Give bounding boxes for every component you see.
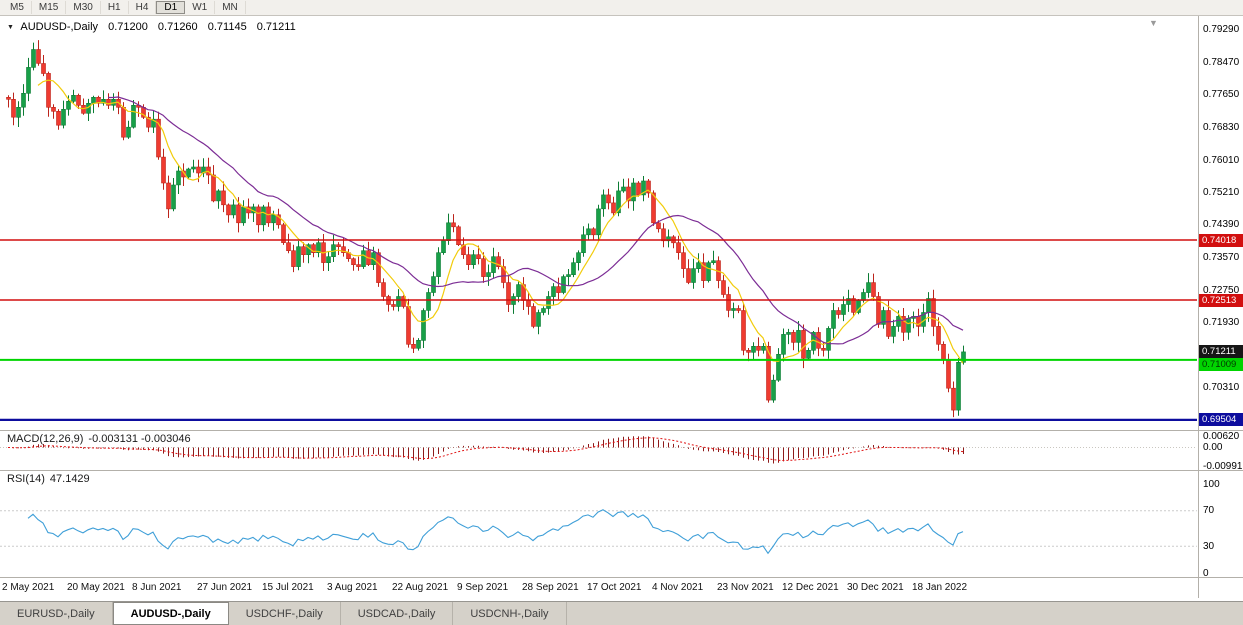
macd-axis-label: -0.00991 <box>1203 460 1243 472</box>
price-axis[interactable]: 0.79290 0.78470 0.77650 0.76830 0.76010 0.752… <box>1199 16 1243 598</box>
chart-tabs-bar: EURUSD-,Daily AUDUSD-,Daily USDCHF-,Daily U… <box>0 601 1243 625</box>
price-level-badge-0.72513: 0.72513 <box>1199 293 1243 307</box>
chart-shift-marker-icon[interactable]: ▼ <box>1149 18 1158 28</box>
timeframe-button-w1[interactable]: W1 <box>185 1 216 14</box>
date-axis-label: 30 Dec 2021 <box>847 582 904 593</box>
date-axis-label: 17 Oct 2021 <box>587 582 642 593</box>
chart-tab-audusd[interactable]: AUDUSD-,Daily <box>112 602 229 625</box>
date-axis-label: 22 Aug 2021 <box>392 582 449 593</box>
price-axis-label: 0.76010 <box>1203 154 1240 166</box>
price-level-badge-0.74018: 0.74018 <box>1199 233 1243 247</box>
ma-fast-line <box>37 79 964 364</box>
symbol-dropdown-icon[interactable]: ▼ <box>7 24 14 31</box>
timeframe-button-m15[interactable]: M15 <box>32 1 67 14</box>
ohlc-close: 0.71211 <box>256 21 296 33</box>
macd-axis-label: 0.00 <box>1203 442 1223 453</box>
ohlc-high: 0.71260 <box>157 21 198 33</box>
date-axis-label: 9 Sep 2021 <box>457 582 509 593</box>
date-axis-label: 28 Sep 2021 <box>522 582 579 593</box>
horizontal-levels-layer[interactable] <box>0 239 1197 421</box>
date-axis-label: 12 Dec 2021 <box>782 582 839 593</box>
price-axis-label: 0.72750 <box>1203 284 1240 296</box>
date-axis-label: 15 Jul 2021 <box>262 582 314 593</box>
rsi-axis-label: 30 <box>1203 540 1215 552</box>
macd-indicator-label: MACD(12,26,9) -0.003131 -0.003046 <box>7 433 196 445</box>
price-axis-label: 0.75210 <box>1203 186 1240 198</box>
rsi-value: 47.1429 <box>49 473 90 485</box>
chart-tab-usdcad[interactable]: USDCAD-,Daily <box>341 602 454 625</box>
ohlc-low: 0.71145 <box>207 21 247 33</box>
rsi-axis-label: 70 <box>1203 505 1215 517</box>
timeframe-button-m30[interactable]: M30 <box>66 1 101 14</box>
chart-title: ▼ AUDUSD-,Daily 0.71200 0.71260 0.71145 … <box>7 21 296 33</box>
price-axis-label: 0.79290 <box>1203 24 1240 35</box>
timeframe-toolbar: M5 M15 M30 H1 H4 D1 W1 MN <box>0 0 1243 16</box>
macd-axis-label: 0.00620 <box>1203 430 1240 442</box>
macd-signal-line <box>7 437 964 462</box>
chart-tab-usdchf[interactable]: USDCHF-,Daily <box>229 602 341 625</box>
chart-symbol-period: AUDUSD-,Daily <box>20 21 99 33</box>
date-axis-label: 20 May 2021 <box>67 582 125 593</box>
price-axis-label: 0.73570 <box>1203 251 1240 263</box>
price-level-badge-0.69504: 0.69504 <box>1199 413 1243 427</box>
rsi-name: RSI(14) <box>7 473 45 485</box>
panel-separators <box>0 16 1243 598</box>
rsi-axis-label: 0 <box>1203 567 1209 579</box>
date-axis-label: 8 Jun 2021 <box>132 582 182 593</box>
macd-values: -0.003131 -0.003046 <box>88 433 191 445</box>
price-level-badge-0.71211: 0.71211 <box>1199 345 1243 359</box>
price-axis-label: 0.76830 <box>1203 122 1240 133</box>
timeframe-button-h1[interactable]: H1 <box>101 1 129 14</box>
moving-averages-layer <box>37 79 964 364</box>
timeframe-button-h4[interactable]: H4 <box>129 1 157 14</box>
date-axis-label: 23 Nov 2021 <box>717 582 774 593</box>
ohlc-open: 0.71200 <box>108 21 148 33</box>
timeframe-button-d1[interactable]: D1 <box>156 1 186 14</box>
date-axis[interactable]: 2 May 2021 20 May 2021 8 Jun 2021 27 Jun 20… <box>0 578 1243 598</box>
price-level-badge-0.71009: 0.71009 <box>1199 358 1243 372</box>
macd-name: MACD(12,26,9) <box>7 433 84 445</box>
timeframe-button-mn[interactable]: MN <box>215 1 246 14</box>
chart-tab-usdcnh[interactable]: USDCNH-,Daily <box>453 602 567 625</box>
rsi-line <box>27 509 964 555</box>
ma-slow-line <box>108 96 964 345</box>
candles-layer[interactable] <box>6 40 966 418</box>
timeframe-button-m5[interactable]: M5 <box>3 1 32 14</box>
macd-layer[interactable] <box>0 436 1197 464</box>
rsi-indicator-label: RSI(14) 47.1429 <box>7 473 95 485</box>
chart-tab-eurusd[interactable]: EURUSD-,Daily <box>0 602 113 625</box>
price-axis-label: 0.71930 <box>1203 317 1240 329</box>
date-axis-label: 18 Jan 2022 <box>912 582 968 593</box>
date-axis-label: 3 Aug 2021 <box>327 582 378 593</box>
rsi-layer[interactable] <box>0 509 1197 555</box>
date-axis-label: 4 Nov 2021 <box>652 582 704 593</box>
price-axis-label: 0.78470 <box>1203 56 1240 68</box>
date-axis-label: 2 May 2021 <box>2 582 55 593</box>
price-axis-label: 0.70310 <box>1203 381 1240 393</box>
date-axis-label: 27 Jun 2021 <box>197 582 253 593</box>
rsi-axis-label: 100 <box>1203 478 1220 490</box>
price-axis-label: 0.74390 <box>1203 219 1240 231</box>
price-axis-label: 0.77650 <box>1203 89 1240 101</box>
